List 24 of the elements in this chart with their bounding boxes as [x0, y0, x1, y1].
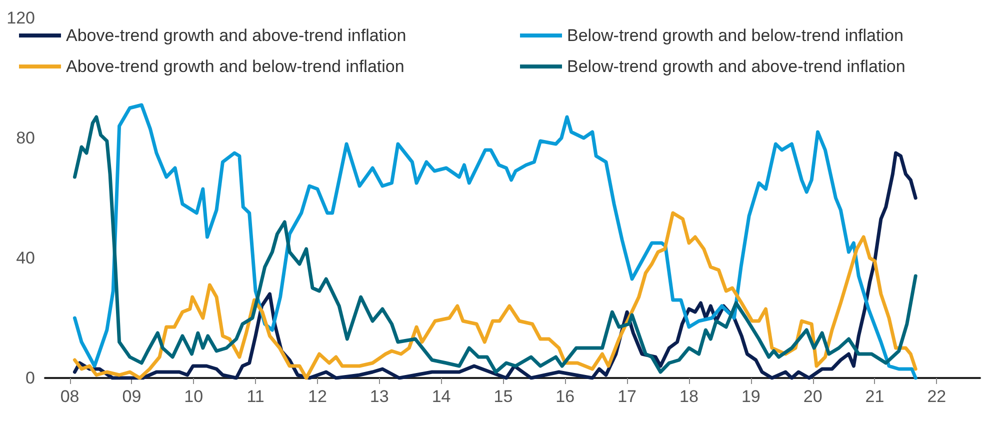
line-series: [72, 211, 918, 380]
x-tick-label: 14: [432, 387, 451, 406]
x-tick-label: 21: [865, 387, 884, 406]
x-tick-label: 09: [122, 387, 142, 406]
legend-label: Above-trend growth and above-trend inflation: [66, 26, 406, 45]
legend-label: Below-trend growth and below-trend inflation: [567, 26, 904, 45]
legend-label: Below-trend growth and above-trend inflation: [567, 57, 906, 76]
legend-label: Above-trend growth and below-trend inflation: [66, 57, 404, 76]
y-tick-label: 120: [6, 8, 35, 28]
x-tick-label: 17: [618, 387, 637, 406]
x-tick-label: 13: [370, 387, 389, 406]
x-tick-label: 22: [927, 387, 946, 406]
x-tick-label: 12: [308, 387, 327, 406]
y-tick-label: 80: [16, 128, 35, 148]
x-tick-label: 10: [184, 387, 204, 406]
x-tick-label: 19: [741, 387, 760, 406]
x-tick-label: 15: [494, 387, 513, 406]
x-tick-label: 08: [60, 387, 80, 406]
x-tick-label: 20: [803, 387, 822, 406]
y-tick-label: 40: [16, 248, 35, 268]
x-tick-label: 18: [680, 387, 698, 406]
x-tick-label: 16: [556, 387, 575, 406]
y-tick-label: 0: [26, 368, 35, 388]
x-tick-label: 11: [246, 387, 264, 406]
